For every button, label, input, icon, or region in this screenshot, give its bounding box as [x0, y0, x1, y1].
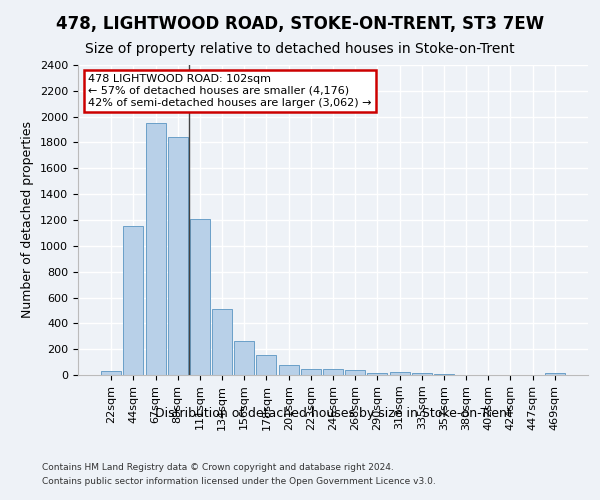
Text: Contains HM Land Registry data © Crown copyright and database right 2024.: Contains HM Land Registry data © Crown c… — [42, 462, 394, 471]
Bar — [367, 372, 388, 375]
Text: Contains public sector information licensed under the Open Government Licence v3: Contains public sector information licen… — [42, 478, 436, 486]
Text: 478, LIGHTWOOD ROAD, STOKE-ON-TRENT, ST3 7EW: 478, LIGHTWOOD ROAD, STOKE-ON-TRENT, ST3… — [56, 15, 544, 33]
Bar — [412, 373, 432, 375]
Bar — [146, 123, 166, 375]
Bar — [323, 369, 343, 375]
Bar — [234, 341, 254, 375]
Bar — [434, 374, 454, 375]
Y-axis label: Number of detached properties: Number of detached properties — [22, 122, 34, 318]
Bar — [124, 226, 143, 375]
Bar — [301, 368, 321, 375]
Bar — [278, 364, 299, 375]
Bar — [212, 309, 232, 375]
Bar — [168, 138, 188, 375]
Text: Size of property relative to detached houses in Stoke-on-Trent: Size of property relative to detached ho… — [85, 42, 515, 56]
Bar — [345, 370, 365, 375]
Bar — [545, 372, 565, 375]
Text: Distribution of detached houses by size in Stoke-on-Trent: Distribution of detached houses by size … — [155, 408, 511, 420]
Bar — [389, 372, 410, 375]
Bar — [190, 218, 210, 375]
Bar — [256, 355, 277, 375]
Text: 478 LIGHTWOOD ROAD: 102sqm
← 57% of detached houses are smaller (4,176)
42% of s: 478 LIGHTWOOD ROAD: 102sqm ← 57% of deta… — [88, 74, 372, 108]
Bar — [101, 371, 121, 375]
